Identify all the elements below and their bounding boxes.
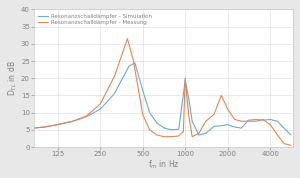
Resonanzschalldämpfer - Messung [282, 143, 286, 145]
Resonanzschalldämpfer - Simulation [170, 129, 173, 131]
Resonanzschalldämpfer - Messung [240, 120, 243, 122]
Legend: Resonanzschalldämpfer - Simulation, Resonanzschalldämpfer - Messung: Resonanzschalldämpfer - Simulation, Reso… [37, 12, 154, 27]
Resonanzschalldämpfer - Messung [254, 120, 257, 122]
Resonanzschalldämpfer - Messung [204, 120, 208, 122]
Resonanzschalldämpfer - Simulation [141, 89, 145, 91]
Resonanzschalldämpfer - Simulation [71, 120, 75, 122]
Resonanzschalldämpfer - Messung [148, 129, 152, 131]
Resonanzschalldämpfer - Simulation [289, 134, 293, 136]
Resonanzschalldämpfer - Messung [132, 60, 135, 62]
Resonanzschalldämpfer - Messung [197, 132, 201, 134]
Resonanzschalldämpfer - Messung [276, 134, 279, 136]
Resonanzschalldämpfer - Simulation [42, 126, 46, 128]
Resonanzschalldämpfer - Messung [42, 126, 46, 128]
Resonanzschalldämpfer - Messung [261, 118, 265, 121]
Resonanzschalldämpfer - Simulation [268, 118, 272, 121]
Resonanzschalldämpfer - Simulation [32, 127, 36, 129]
X-axis label: f$_{m}$ in Hz: f$_{m}$ in Hz [148, 159, 179, 171]
Resonanzschalldämpfer - Simulation [162, 127, 166, 129]
Resonanzschalldämpfer - Simulation [197, 134, 201, 136]
Resonanzschalldämpfer - Simulation [247, 119, 250, 121]
Resonanzschalldämpfer - Simulation [220, 125, 223, 127]
Resonanzschalldämpfer - Simulation [177, 128, 181, 130]
Resonanzschalldämpfer - Simulation [261, 119, 265, 121]
Resonanzschalldämpfer - Messung [155, 134, 159, 136]
Resonanzschalldämpfer - Simulation [254, 118, 257, 121]
Resonanzschalldämpfer - Messung [183, 77, 187, 79]
Resonanzschalldämpfer - Messung [56, 124, 59, 126]
Resonanzschalldämpfer - Messung [98, 103, 102, 105]
Resonanzschalldämpfer - Messung [247, 120, 250, 122]
Resonanzschalldämpfer - Messung [112, 75, 116, 78]
Resonanzschalldämpfer - Messung [32, 127, 36, 129]
Resonanzschalldämpfer - Messung [141, 113, 145, 115]
Resonanzschalldämpfer - Simulation [240, 127, 243, 129]
Line: Resonanzschalldämpfer - Messung: Resonanzschalldämpfer - Messung [34, 39, 291, 145]
Resonanzschalldämpfer - Simulation [183, 79, 187, 81]
Resonanzschalldämpfer - Messung [233, 118, 236, 121]
Resonanzschalldämpfer - Simulation [133, 62, 137, 64]
Resonanzschalldämpfer - Simulation [56, 124, 59, 126]
Resonanzschalldämpfer - Simulation [190, 120, 194, 122]
Resonanzschalldämpfer - Simulation [212, 125, 216, 127]
Resonanzschalldämpfer - Messung [190, 136, 194, 138]
Resonanzschalldämpfer - Messung [177, 135, 181, 137]
Resonanzschalldämpfer - Messung [220, 94, 223, 96]
Resonanzschalldämpfer - Simulation [226, 124, 230, 126]
Resonanzschalldämpfer - Messung [162, 136, 166, 138]
Resonanzschalldämpfer - Messung [71, 120, 75, 122]
Resonanzschalldämpfer - Messung [289, 144, 293, 146]
Resonanzschalldämpfer - Simulation [155, 122, 159, 124]
Resonanzschalldämpfer - Simulation [282, 127, 286, 129]
Resonanzschalldämpfer - Simulation [187, 98, 190, 100]
Resonanzschalldämpfer - Messung [170, 136, 173, 138]
Resonanzschalldämpfer - Messung [182, 130, 185, 133]
Resonanzschalldämpfer - Messung [126, 38, 129, 40]
Resonanzschalldämpfer - Simulation [127, 65, 131, 67]
Resonanzschalldämpfer - Messung [85, 115, 88, 117]
Resonanzschalldämpfer - Simulation [112, 93, 116, 95]
Resonanzschalldämpfer - Simulation [233, 126, 236, 128]
Line: Resonanzschalldämpfer - Simulation: Resonanzschalldämpfer - Simulation [34, 63, 291, 135]
Resonanzschalldämpfer - Messung [212, 113, 216, 115]
Resonanzschalldämpfer - Simulation [204, 132, 208, 134]
Resonanzschalldämpfer - Messung [268, 124, 272, 126]
Resonanzschalldämpfer - Simulation [148, 112, 152, 114]
Y-axis label: D$_{TL}$ in dB: D$_{TL}$ in dB [7, 60, 20, 96]
Resonanzschalldämpfer - Simulation [276, 120, 279, 122]
Resonanzschalldämpfer - Messung [187, 115, 190, 117]
Resonanzschalldämpfer - Simulation [85, 116, 88, 118]
Resonanzschalldämpfer - Simulation [98, 108, 102, 110]
Resonanzschalldämpfer - Messung [226, 108, 230, 110]
